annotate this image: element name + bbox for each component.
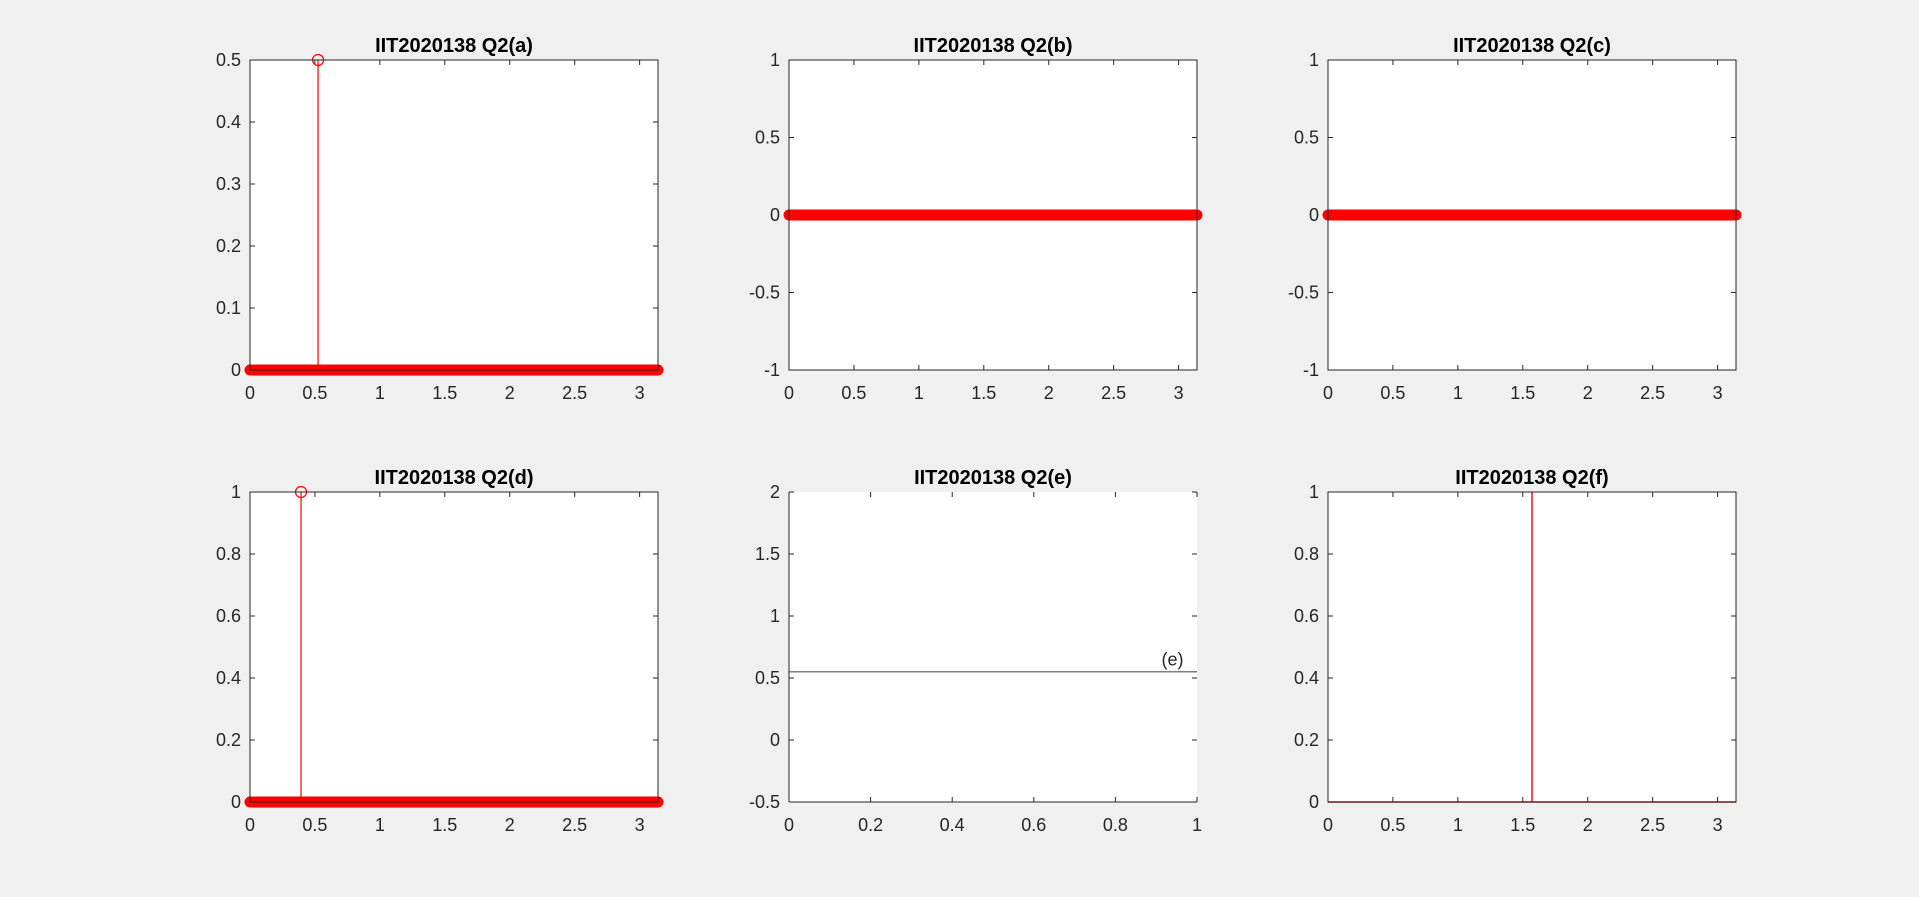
x-tick-label: 0 (784, 815, 794, 835)
y-tick-label: 0 (231, 360, 241, 380)
plot-area (250, 60, 658, 370)
y-tick-label: -0.5 (749, 792, 780, 812)
y-tick-label: 0.4 (216, 112, 241, 132)
chart-title: IIT2020138 Q2(d) (375, 467, 534, 489)
x-tick-label: 2 (1044, 383, 1054, 403)
x-tick-label: 1.5 (971, 383, 996, 403)
y-tick-label: 1 (770, 50, 780, 70)
chart-title: IIT2020138 Q2(b) (914, 35, 1073, 57)
subplot-a: IIT2020138 Q2(a) 0 0.5 1 1.5 2 2.5 3 0 0.1 0.2 0.3 0… (216, 35, 664, 403)
chart-title: IIT2020138 Q2(e) (914, 467, 1072, 489)
x-tick-label: 0 (245, 815, 255, 835)
y-tick-label: 0 (231, 792, 241, 812)
y-tick-label: -0.5 (749, 283, 780, 303)
y-tick-label: 1.5 (755, 544, 780, 564)
y-tick-label: 0.1 (216, 298, 241, 318)
plot-area (250, 492, 658, 802)
x-tick-label: 2 (1583, 383, 1593, 403)
x-tick-label: 1 (1453, 383, 1463, 403)
x-tick-label: 0.5 (302, 815, 327, 835)
x-tick-label: 3 (635, 815, 645, 835)
subplot-c: IIT2020138 Q2(c) 0 0.5 1 1.5 2 2.5 3 -1 -0.5 0 0.5 1 (1288, 35, 1742, 403)
axes-frame (249, 59, 659, 371)
y-tick-label: 2 (770, 482, 780, 502)
axes-frame (1327, 59, 1737, 371)
plot-area (789, 492, 1197, 802)
y-tick-label: 0 (770, 205, 780, 225)
x-tick-label: 2.5 (1101, 383, 1126, 403)
y-tick-label: 0.2 (216, 730, 241, 750)
x-tick-label: 3 (635, 383, 645, 403)
y-tick-label: 1 (1309, 50, 1319, 70)
subplot-f: IIT2020138 Q2(f) 0 0.5 1 1.5 2 2.5 3 0 0.2 0.4 0.6 0… (1294, 467, 1737, 835)
chart-title: IIT2020138 Q2(c) (1453, 35, 1611, 57)
x-tick-label: 0.5 (841, 383, 866, 403)
x-tick-label: 0.2 (858, 815, 883, 835)
y-tick-label: 0.8 (216, 544, 241, 564)
axes-frame (1327, 491, 1737, 803)
y-tick-label: 1 (770, 606, 780, 626)
y-tick-label: 0.3 (216, 174, 241, 194)
y-tick-label: 0.5 (216, 50, 241, 70)
x-tick-label: 1 (1192, 815, 1202, 835)
y-tick-label: 0 (770, 730, 780, 750)
subplot-e: IIT2020138 Q2(e)0 0.2 0.4 0.6 0.8 1-0.500.511… (749, 467, 1202, 835)
chart-title: IIT2020138 Q2(a) (375, 35, 533, 57)
y-tick-label: 0.5 (1294, 128, 1319, 148)
y-tick-label: 0.2 (216, 236, 241, 256)
x-tick-label: 2 (505, 815, 515, 835)
x-tick-label: 3 (1713, 383, 1723, 403)
x-tick-label: 2 (1583, 815, 1593, 835)
x-tick-label: 0 (245, 383, 255, 403)
y-tick-label: -1 (764, 360, 780, 380)
x-tick-label: 2 (505, 383, 515, 403)
x-tick-label: 0.6 (1021, 815, 1046, 835)
y-tick-label: 0.8 (1294, 544, 1319, 564)
y-tick-label: -0.5 (1288, 283, 1319, 303)
x-tick-label: 1 (914, 383, 924, 403)
x-tick-label: 0.5 (302, 383, 327, 403)
x-tick-label: 2.5 (1640, 383, 1665, 403)
y-tick-label: 1 (231, 482, 241, 502)
y-tick-label: 0.5 (755, 128, 780, 148)
y-tick-label: 0 (1309, 792, 1319, 812)
y-tick-label: 0 (1309, 205, 1319, 225)
x-tick-label: 1.5 (432, 383, 457, 403)
y-tick-label: 0.6 (216, 606, 241, 626)
x-tick-label: 0.5 (1380, 383, 1405, 403)
x-tick-label: 1.5 (432, 815, 457, 835)
x-tick-label: 0.5 (1380, 815, 1405, 835)
y-tick-label: 1 (1309, 482, 1319, 502)
x-tick-label: 3 (1713, 815, 1723, 835)
y-tick-label: -1 (1303, 360, 1319, 380)
x-tick-label: 2.5 (562, 383, 587, 403)
y-tick-label: 0.2 (1294, 730, 1319, 750)
y-tick-label: 0.4 (216, 668, 241, 688)
x-tick-label: 0.4 (940, 815, 965, 835)
x-tick-label: 0.8 (1103, 815, 1128, 835)
x-tick-label: 1 (375, 383, 385, 403)
subplot-d: IIT2020138 Q2(d) 0 0.5 1 1.5 2 2.5 3 0 0.2 0.4 0.6 0… (216, 467, 664, 835)
x-tick-label: 2.5 (562, 815, 587, 835)
x-tick-label: 0 (784, 383, 794, 403)
annotation-label: (e) (1162, 650, 1184, 670)
x-tick-label: 2.5 (1640, 815, 1665, 835)
x-tick-label: 1 (1453, 815, 1463, 835)
x-tick-label: 1.5 (1510, 383, 1535, 403)
x-tick-label: 1.5 (1510, 815, 1535, 835)
x-tick-label: 0 (1323, 383, 1333, 403)
x-tick-label: 1 (375, 815, 385, 835)
subplot-b: IIT2020138 Q2(b) 0 0.5 1 1.5 2 2.5 3 -1 -0.5 0 0.5 1 (749, 35, 1203, 403)
y-tick-label: 0.6 (1294, 606, 1319, 626)
x-tick-label: 3 (1174, 383, 1184, 403)
y-tick-label: 0.5 (755, 668, 780, 688)
axes-frame (249, 491, 659, 803)
axes-frame (788, 59, 1198, 371)
y-tick-label: 0.4 (1294, 668, 1319, 688)
chart-title: IIT2020138 Q2(f) (1455, 467, 1608, 489)
x-tick-label: 0 (1323, 815, 1333, 835)
